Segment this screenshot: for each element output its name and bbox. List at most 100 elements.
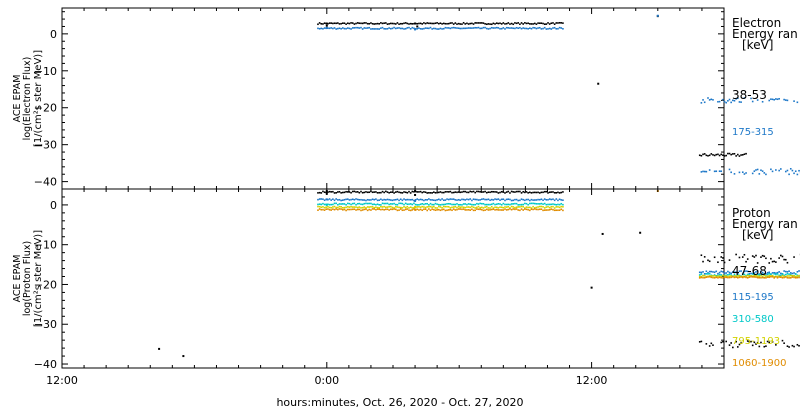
data-point	[602, 233, 604, 235]
data-point	[383, 206, 385, 208]
data-point	[783, 342, 785, 344]
data-point	[317, 209, 319, 211]
data-point	[460, 192, 462, 194]
data-point	[426, 27, 428, 29]
data-point	[483, 27, 485, 29]
data-point	[474, 199, 476, 201]
data-point	[360, 210, 362, 212]
data-point	[557, 200, 559, 202]
data-point	[438, 23, 440, 25]
data-point	[458, 204, 460, 206]
data-point	[787, 170, 789, 172]
data-point	[524, 208, 526, 210]
data-point	[770, 98, 772, 100]
data-point	[414, 23, 416, 25]
data-point	[393, 23, 395, 25]
data-point	[783, 277, 785, 279]
data-point	[317, 204, 319, 206]
data-point	[778, 98, 780, 100]
data-point	[473, 191, 475, 193]
data-point	[390, 191, 392, 193]
data-point	[431, 208, 433, 210]
data-point	[727, 153, 729, 155]
data-point	[767, 276, 769, 278]
data-point	[712, 154, 714, 156]
data-point	[340, 208, 342, 210]
data-point	[507, 198, 509, 200]
data-point	[744, 173, 746, 175]
data-point	[506, 206, 508, 208]
data-point	[360, 23, 362, 25]
data-point	[421, 23, 423, 25]
data-point	[446, 191, 448, 193]
data-point	[699, 341, 701, 343]
data-point	[420, 206, 422, 208]
data-point	[770, 276, 772, 278]
legend-entry: 38-53	[732, 88, 767, 102]
data-point	[320, 207, 322, 209]
data-point	[403, 198, 405, 200]
data-point	[426, 210, 428, 212]
data-point	[456, 27, 458, 29]
data-point	[560, 27, 562, 29]
data-point	[521, 28, 523, 30]
data-point	[383, 199, 385, 201]
data-point	[744, 254, 746, 256]
data-point	[330, 191, 332, 193]
data-point	[450, 191, 452, 193]
data-point	[428, 208, 430, 210]
data-point	[795, 273, 797, 275]
data-point	[542, 203, 544, 205]
data-point	[344, 203, 346, 205]
data-point	[445, 210, 447, 212]
data-point	[704, 153, 706, 155]
data-point	[532, 209, 534, 211]
data-point	[332, 198, 334, 200]
data-point	[423, 28, 425, 30]
y-tick-label: −40	[34, 358, 57, 371]
data-point	[539, 203, 541, 205]
data-point	[735, 155, 737, 157]
data-point	[552, 203, 554, 205]
data-point	[463, 208, 465, 210]
data-point	[395, 206, 397, 208]
data-point	[489, 204, 491, 206]
data-point	[537, 27, 539, 29]
data-point	[714, 155, 716, 157]
data-point	[483, 198, 485, 200]
data-point	[436, 192, 438, 194]
data-point	[354, 208, 356, 210]
data-point	[787, 271, 789, 273]
data-point	[443, 192, 445, 194]
data-point	[488, 209, 490, 211]
data-point	[460, 206, 462, 208]
data-point	[418, 199, 420, 201]
data-point	[359, 199, 361, 201]
data-point	[405, 191, 407, 193]
data-point	[517, 22, 519, 24]
data-point	[719, 272, 721, 274]
data-point	[501, 209, 503, 211]
data-point	[383, 22, 385, 24]
data-point	[464, 28, 466, 30]
legend-entry: 795-1193	[732, 336, 780, 347]
data-point	[360, 203, 362, 205]
data-point	[421, 206, 423, 208]
data-point	[519, 200, 521, 202]
data-point	[792, 170, 794, 172]
data-point	[552, 22, 554, 24]
data-point	[403, 209, 405, 211]
data-point	[360, 27, 362, 29]
data-point	[494, 198, 496, 200]
data-point	[334, 22, 336, 24]
data-point	[412, 204, 414, 206]
data-point	[704, 171, 706, 173]
data-point	[529, 207, 531, 209]
data-point	[461, 204, 463, 206]
data-point	[440, 209, 442, 211]
data-point	[352, 209, 354, 211]
data-point	[326, 198, 328, 200]
data-point	[532, 206, 534, 208]
data-point	[474, 207, 476, 209]
data-point	[330, 209, 332, 211]
